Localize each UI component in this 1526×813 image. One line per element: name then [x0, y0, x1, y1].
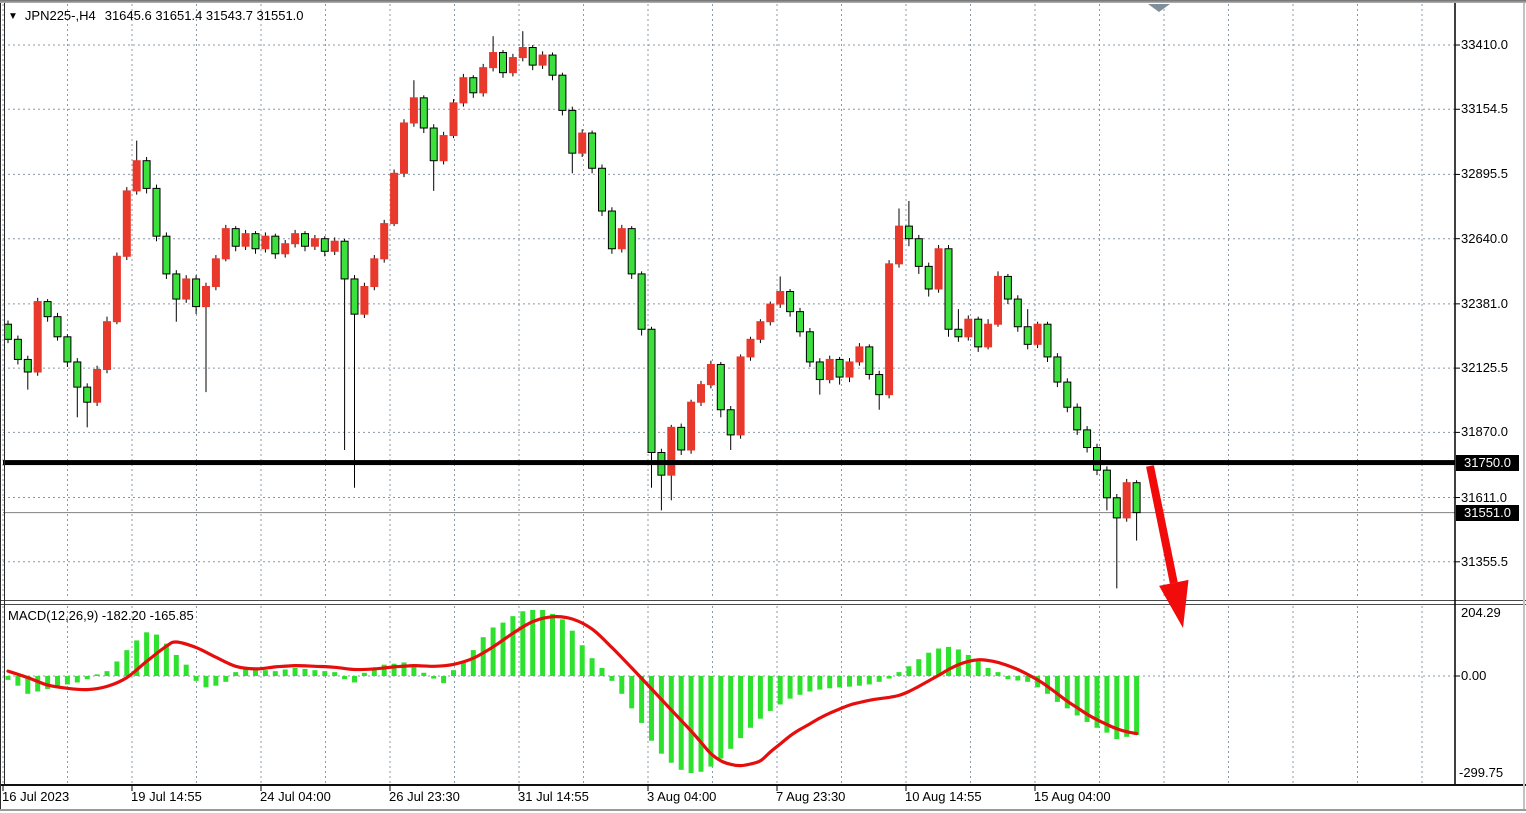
- price-tick-label: 31611.0: [1461, 489, 1508, 505]
- window-top-border: [0, 0, 1526, 3]
- price-tick-label: 32895.5: [1461, 166, 1508, 182]
- macd-axis-max-label: 204.29: [1461, 605, 1501, 620]
- chevron-down-icon[interactable]: ▼: [8, 11, 18, 22]
- window-left-border: [0, 3, 1, 810]
- down-arrow-head: [1159, 579, 1189, 628]
- price-tick-label: 32125.5: [1461, 360, 1508, 376]
- price-tick-label: 32381.0: [1461, 295, 1508, 311]
- chart-title: ▼ JPN225-,H4 31645.6 31651.4 31543.7 31551…: [8, 8, 304, 25]
- time-tick-label: 19 Jul 14:55: [131, 789, 202, 804]
- macd-indicator-label: MACD(12,26,9) -182.20 -165.85: [8, 608, 194, 623]
- chart-shift-marker[interactable]: [1148, 4, 1170, 12]
- down-arrow-annotation: [1146, 465, 1178, 584]
- time-tick-label: 15 Aug 04:00: [1034, 789, 1111, 804]
- time-tick-label: 7 Aug 23:30: [776, 789, 846, 804]
- window-bottom-border: [0, 809, 1526, 811]
- time-tick-label: 3 Aug 04:00: [647, 789, 717, 804]
- macd-axis-min-label: -299.75: [1459, 765, 1504, 780]
- price-tick-label: 31870.0: [1461, 424, 1508, 440]
- time-tick-label: 26 Jul 23:30: [389, 789, 460, 804]
- ohlc-quote-label: 31645.6 31651.4 31543.7 31551.0: [104, 8, 304, 23]
- price-tick-label: 33154.5: [1461, 101, 1508, 117]
- hline-price-badge: 31750.0: [1456, 455, 1519, 471]
- price-tick-label: 33410.0: [1461, 37, 1508, 52]
- symbol-period-label: JPN225-,H4: [24, 8, 96, 23]
- time-tick-label: 10 Aug 14:55: [905, 789, 982, 804]
- macd-axis-zero-label: 0.00: [1461, 668, 1487, 683]
- current-price-badge: 31551.0: [1456, 505, 1519, 521]
- chart-left-border: [4, 3, 5, 784]
- price-tick-label: 31355.5: [1461, 553, 1508, 569]
- price-tick-label: 32640.0: [1461, 230, 1508, 246]
- window-right-border: [1523, 3, 1525, 811]
- time-tick-label: 31 Jul 14:55: [518, 789, 589, 804]
- time-tick-label: 24 Jul 04:00: [260, 789, 331, 804]
- time-tick-label: 16 Jul 2023: [2, 789, 70, 804]
